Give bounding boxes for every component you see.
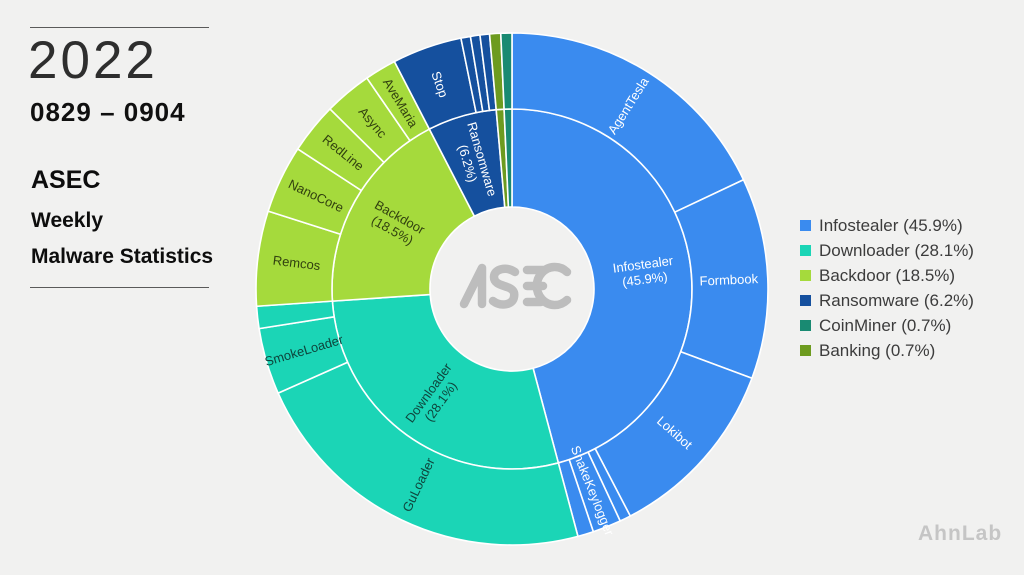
asec-center-logo [459,262,572,310]
legend-item-backdoor: Backdoor (18.5%) [800,266,974,285]
legend-item-coinminer: CoinMiner (0.7%) [800,316,974,335]
asec-logo-stroke [532,262,572,310]
ahnlab-logo: AhnLab [918,522,1003,545]
legend-swatch [800,320,811,331]
legend-label: Ransomware (6.2%) [819,290,974,310]
legend-swatch [800,220,811,231]
report-title-line-3: Malware Statistics [31,245,214,268]
date-range-label: 0829 – 0904 [30,97,186,127]
asec-logo-stroke [488,264,520,309]
outer-slice-guloader [277,361,579,546]
legend-swatch [800,245,811,256]
legend-swatch [800,270,811,281]
legend-item-downloader: Downloader (28.1%) [800,241,974,260]
legend-swatch [800,345,811,356]
legend-label: Downloader (28.1%) [819,240,974,260]
legend-swatch [800,295,811,306]
chart-legend: Infostealer (45.9%) Downloader (28.1%) Bac… [800,216,974,360]
slice-label: Remcos [272,253,322,274]
report-title-line-2: Weekly [31,209,103,232]
slice-label: Formbook [699,271,759,288]
legend-label: Infostealer (45.9%) [819,215,963,235]
legend-label: CoinMiner (0.7%) [819,315,952,335]
divider-bottom [30,287,209,288]
outer-slice-unlabeled [499,32,513,110]
year-label: 2022 [28,31,158,90]
report-title-line-1: ASEC [31,166,101,194]
divider-top [30,27,209,28]
legend-item-infostealer: Infostealer (45.9%) [800,216,974,235]
asec-logo-stroke [459,263,487,309]
slice-label: Infostealer(45.9%) [612,253,677,291]
legend-label: Banking (0.7%) [819,340,936,360]
legend-item-banking: Banking (0.7%) [800,341,974,360]
legend-label: Backdoor (18.5%) [819,265,956,285]
legend-item-ransomware: Ransomware (6.2%) [800,291,974,310]
